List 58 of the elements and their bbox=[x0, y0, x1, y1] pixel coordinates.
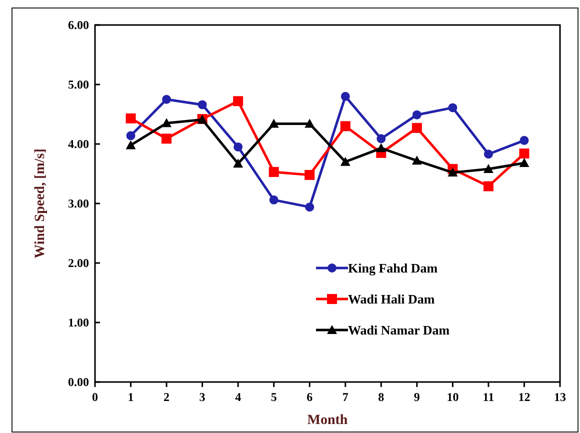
point bbox=[305, 202, 314, 212]
point bbox=[412, 122, 422, 133]
point bbox=[483, 181, 494, 192]
x-tick-label: 7 bbox=[342, 390, 348, 404]
x-tick-label: 1 bbox=[128, 390, 134, 404]
point bbox=[234, 142, 243, 152]
point bbox=[162, 134, 172, 144]
y-tick-label: 4.00 bbox=[68, 137, 89, 152]
legend-label: King Fahd Dam bbox=[348, 260, 438, 276]
point bbox=[233, 96, 244, 106]
point bbox=[519, 148, 530, 159]
point bbox=[484, 150, 493, 159]
point bbox=[376, 134, 386, 144]
x-tick-label: 2 bbox=[164, 390, 170, 404]
y-tick-label: 2.00 bbox=[68, 256, 89, 270]
legend-label: Wadi Namar Dam bbox=[348, 322, 450, 338]
x-tick-label: 10 bbox=[446, 390, 459, 404]
y-axis-title: Wind Speed, [m/s] bbox=[33, 148, 48, 258]
y-tick-label: 1.00 bbox=[68, 316, 89, 330]
point bbox=[233, 158, 244, 168]
point bbox=[126, 131, 136, 140]
x-tick-label: 12 bbox=[518, 390, 530, 404]
point bbox=[126, 113, 136, 124]
y-tick-label: 0.00 bbox=[68, 375, 89, 390]
x-tick-label: 5 bbox=[270, 390, 277, 404]
point bbox=[162, 94, 172, 104]
point bbox=[340, 156, 350, 166]
y-tick-label: 6.00 bbox=[68, 18, 89, 32]
point bbox=[520, 136, 529, 145]
y-tick-label: 5.00 bbox=[68, 78, 89, 92]
point bbox=[198, 100, 207, 110]
point bbox=[162, 118, 172, 128]
point bbox=[412, 110, 422, 120]
y-tick-label: 3.00 bbox=[68, 196, 89, 211]
point bbox=[268, 166, 279, 177]
point bbox=[304, 118, 315, 128]
x-axis-title: Month bbox=[307, 413, 348, 428]
x-tick-label: 3 bbox=[199, 390, 206, 404]
x-tick-label: 9 bbox=[414, 390, 420, 404]
x-tick-label: 11 bbox=[482, 390, 494, 404]
point bbox=[448, 103, 458, 112]
legend-label: Wadi Hali Dam bbox=[348, 292, 435, 307]
point bbox=[126, 140, 136, 150]
point bbox=[268, 118, 279, 128]
point bbox=[304, 170, 315, 180]
point bbox=[340, 92, 350, 101]
x-tick-label: 6 bbox=[306, 390, 313, 404]
x-tick-label: 8 bbox=[378, 390, 384, 404]
x-tick-label: 0 bbox=[92, 390, 98, 404]
point bbox=[448, 168, 458, 177]
point bbox=[483, 164, 494, 173]
point bbox=[376, 143, 386, 152]
x-tick-label: 4 bbox=[235, 390, 242, 404]
point bbox=[269, 195, 278, 204]
point bbox=[412, 156, 422, 165]
x-tick-label: 13 bbox=[554, 390, 566, 404]
point bbox=[340, 121, 350, 132]
point bbox=[519, 158, 530, 168]
